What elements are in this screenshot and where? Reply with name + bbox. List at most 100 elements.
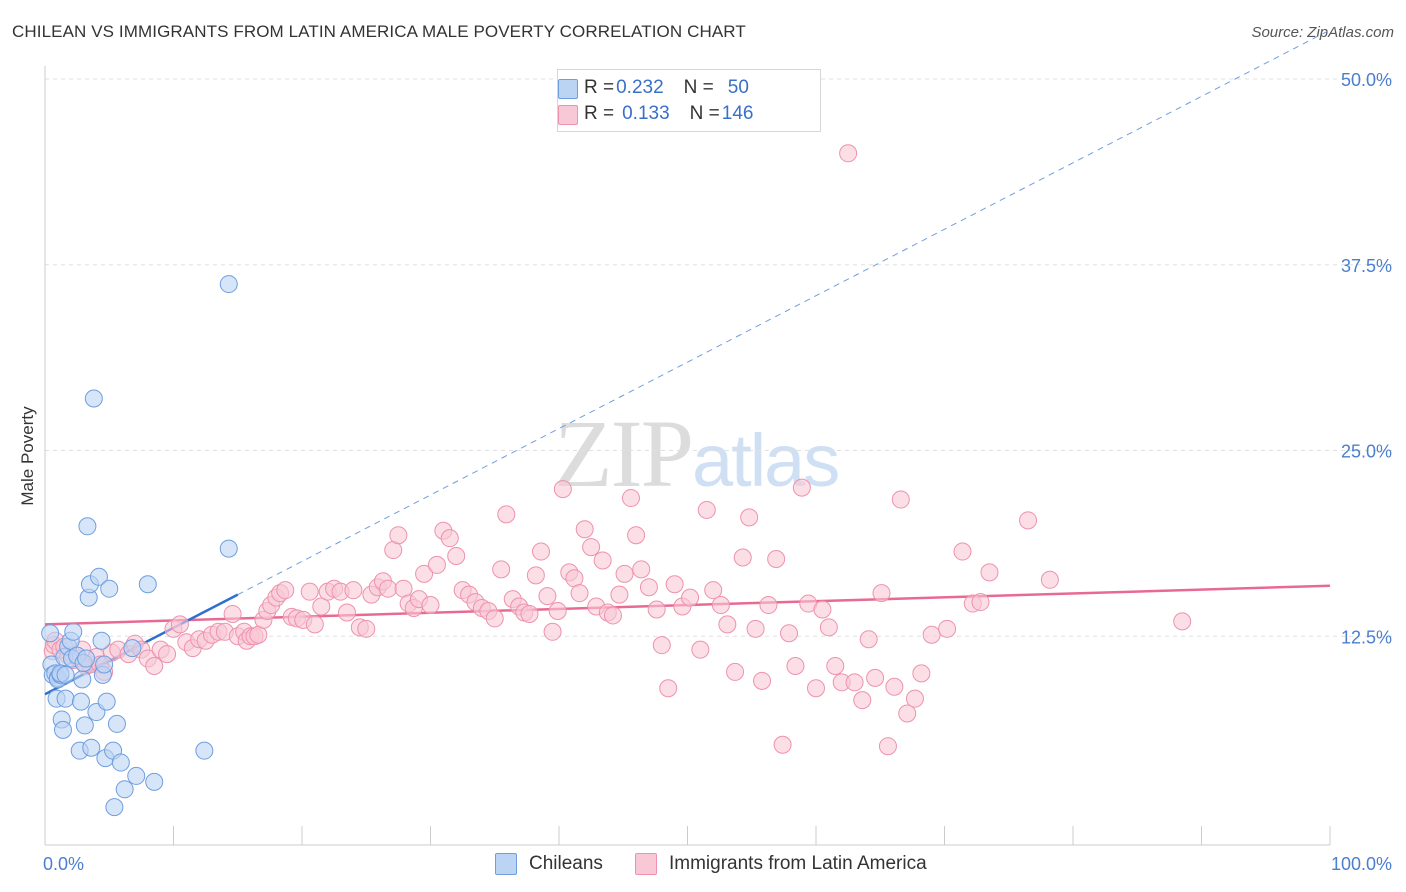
immigrants-point — [526, 566, 545, 585]
immigrants-point — [593, 551, 612, 570]
immigrants-point — [344, 581, 363, 600]
chileans-legend-label: Chileans — [529, 853, 603, 874]
immigrants-point — [575, 520, 594, 539]
chileans-point — [82, 738, 101, 757]
immigrants-point — [953, 542, 972, 561]
chileans-point — [95, 655, 114, 674]
immigrants-point — [878, 737, 897, 756]
immigrants-point — [845, 673, 864, 692]
immigrants-point — [421, 596, 440, 615]
immigrants-point — [753, 671, 772, 690]
chileans-point — [115, 780, 134, 799]
immigrants-point — [312, 597, 331, 616]
stats-row-immigrants: R = 0.133 N = 146 — [558, 102, 754, 126]
immigrants-point — [912, 664, 931, 683]
immigrants-point — [415, 564, 434, 583]
immigrants-point — [1040, 570, 1059, 589]
immigrants-point — [733, 548, 752, 567]
immigrants-point — [427, 555, 446, 574]
immigrants-point — [300, 582, 319, 601]
immigrants-point — [582, 538, 601, 557]
immigrants-point — [440, 529, 459, 548]
immigrants-legend-label: Immigrants from Latin America — [669, 853, 927, 874]
y-tick-label: 25.0% — [1341, 442, 1392, 462]
immigrants-point — [389, 526, 408, 545]
immigrants-swatch — [558, 105, 578, 125]
x-tick-label: 100.0% — [1331, 854, 1392, 874]
chart-title: CHILEAN VS IMMIGRANTS FROM LATIN AMERICA… — [12, 22, 746, 41]
stats-row-chileans: R = 0.232 N = 50 — [558, 76, 749, 100]
immigrants-point — [898, 704, 917, 723]
immigrants-point — [839, 144, 858, 163]
immigrants-point — [1019, 511, 1038, 530]
immigrants-point — [905, 689, 924, 708]
immigrants-point — [632, 560, 651, 579]
immigrants-point — [447, 547, 466, 566]
immigrants-point — [543, 622, 562, 641]
chileans-point — [138, 575, 157, 594]
chileans-point — [64, 622, 83, 641]
immigrants-point — [866, 668, 885, 687]
series-chileans-points — [41, 275, 238, 817]
stats-legend: R = 0.232 N = 50 R = 0.133 N = 146 — [557, 69, 821, 132]
chileans-swatch — [558, 79, 578, 99]
chileans-point — [111, 753, 130, 772]
series-immigrants-points — [43, 144, 1192, 756]
immigrants-point — [813, 600, 832, 619]
chileans-point — [78, 517, 97, 536]
watermark-zip: ZIP — [554, 400, 694, 507]
r-label: R = — [584, 77, 615, 98]
chileans-point — [77, 649, 96, 668]
immigrants-point — [379, 579, 398, 598]
n-value: 146 — [721, 103, 754, 124]
chileans-point — [56, 689, 75, 708]
immigrants-point — [615, 564, 634, 583]
immigrants-point — [492, 560, 511, 579]
immigrants-point — [971, 593, 990, 612]
immigrants-point — [691, 640, 710, 659]
immigrants-point — [532, 542, 551, 561]
chileans-point — [219, 539, 238, 558]
immigrants-point — [145, 656, 164, 675]
immigrants-point — [170, 615, 189, 634]
immigrants-point — [826, 656, 845, 675]
immigrants-point — [792, 478, 811, 497]
immigrants-point — [603, 606, 622, 625]
immigrants-point — [885, 677, 904, 696]
legend-item-chileans: Chileans — [495, 851, 603, 877]
chileans-point — [219, 275, 238, 294]
chileans-point — [123, 639, 142, 658]
x-tick-label: 0.0% — [43, 854, 84, 874]
grid-lines — [45, 78, 1392, 637]
r-value: 0.133 — [622, 103, 670, 124]
immigrants-point — [497, 505, 516, 524]
immigrants-point — [726, 662, 745, 681]
immigrants-point — [548, 601, 567, 620]
chileans-point — [41, 624, 60, 643]
immigrants-point — [621, 489, 640, 508]
chileans-point — [53, 720, 72, 739]
axes — [44, 66, 1331, 846]
immigrants-point — [665, 575, 684, 594]
immigrants-point — [659, 679, 678, 698]
immigrants-point — [652, 636, 671, 655]
immigrants-point — [305, 615, 324, 634]
n-label: N = — [683, 77, 714, 98]
chileans-point — [73, 670, 92, 689]
immigrants-point — [639, 578, 658, 597]
immigrants-point — [891, 490, 910, 509]
immigrants-point — [610, 585, 629, 604]
r-value: 0.232 — [616, 77, 664, 98]
chileans-point — [107, 714, 126, 733]
chileans-point — [97, 692, 116, 711]
legend-item-immigrants: Immigrants from Latin America — [635, 851, 927, 877]
chart-source: Source: ZipAtlas.com — [1251, 24, 1394, 41]
immigrants-point — [773, 735, 792, 754]
immigrants-point — [276, 581, 295, 600]
immigrants-point — [746, 619, 765, 638]
immigrants-point — [337, 603, 356, 622]
chileans-point — [100, 579, 119, 598]
immigrants-point — [520, 604, 539, 623]
r-label: R = — [584, 103, 615, 124]
